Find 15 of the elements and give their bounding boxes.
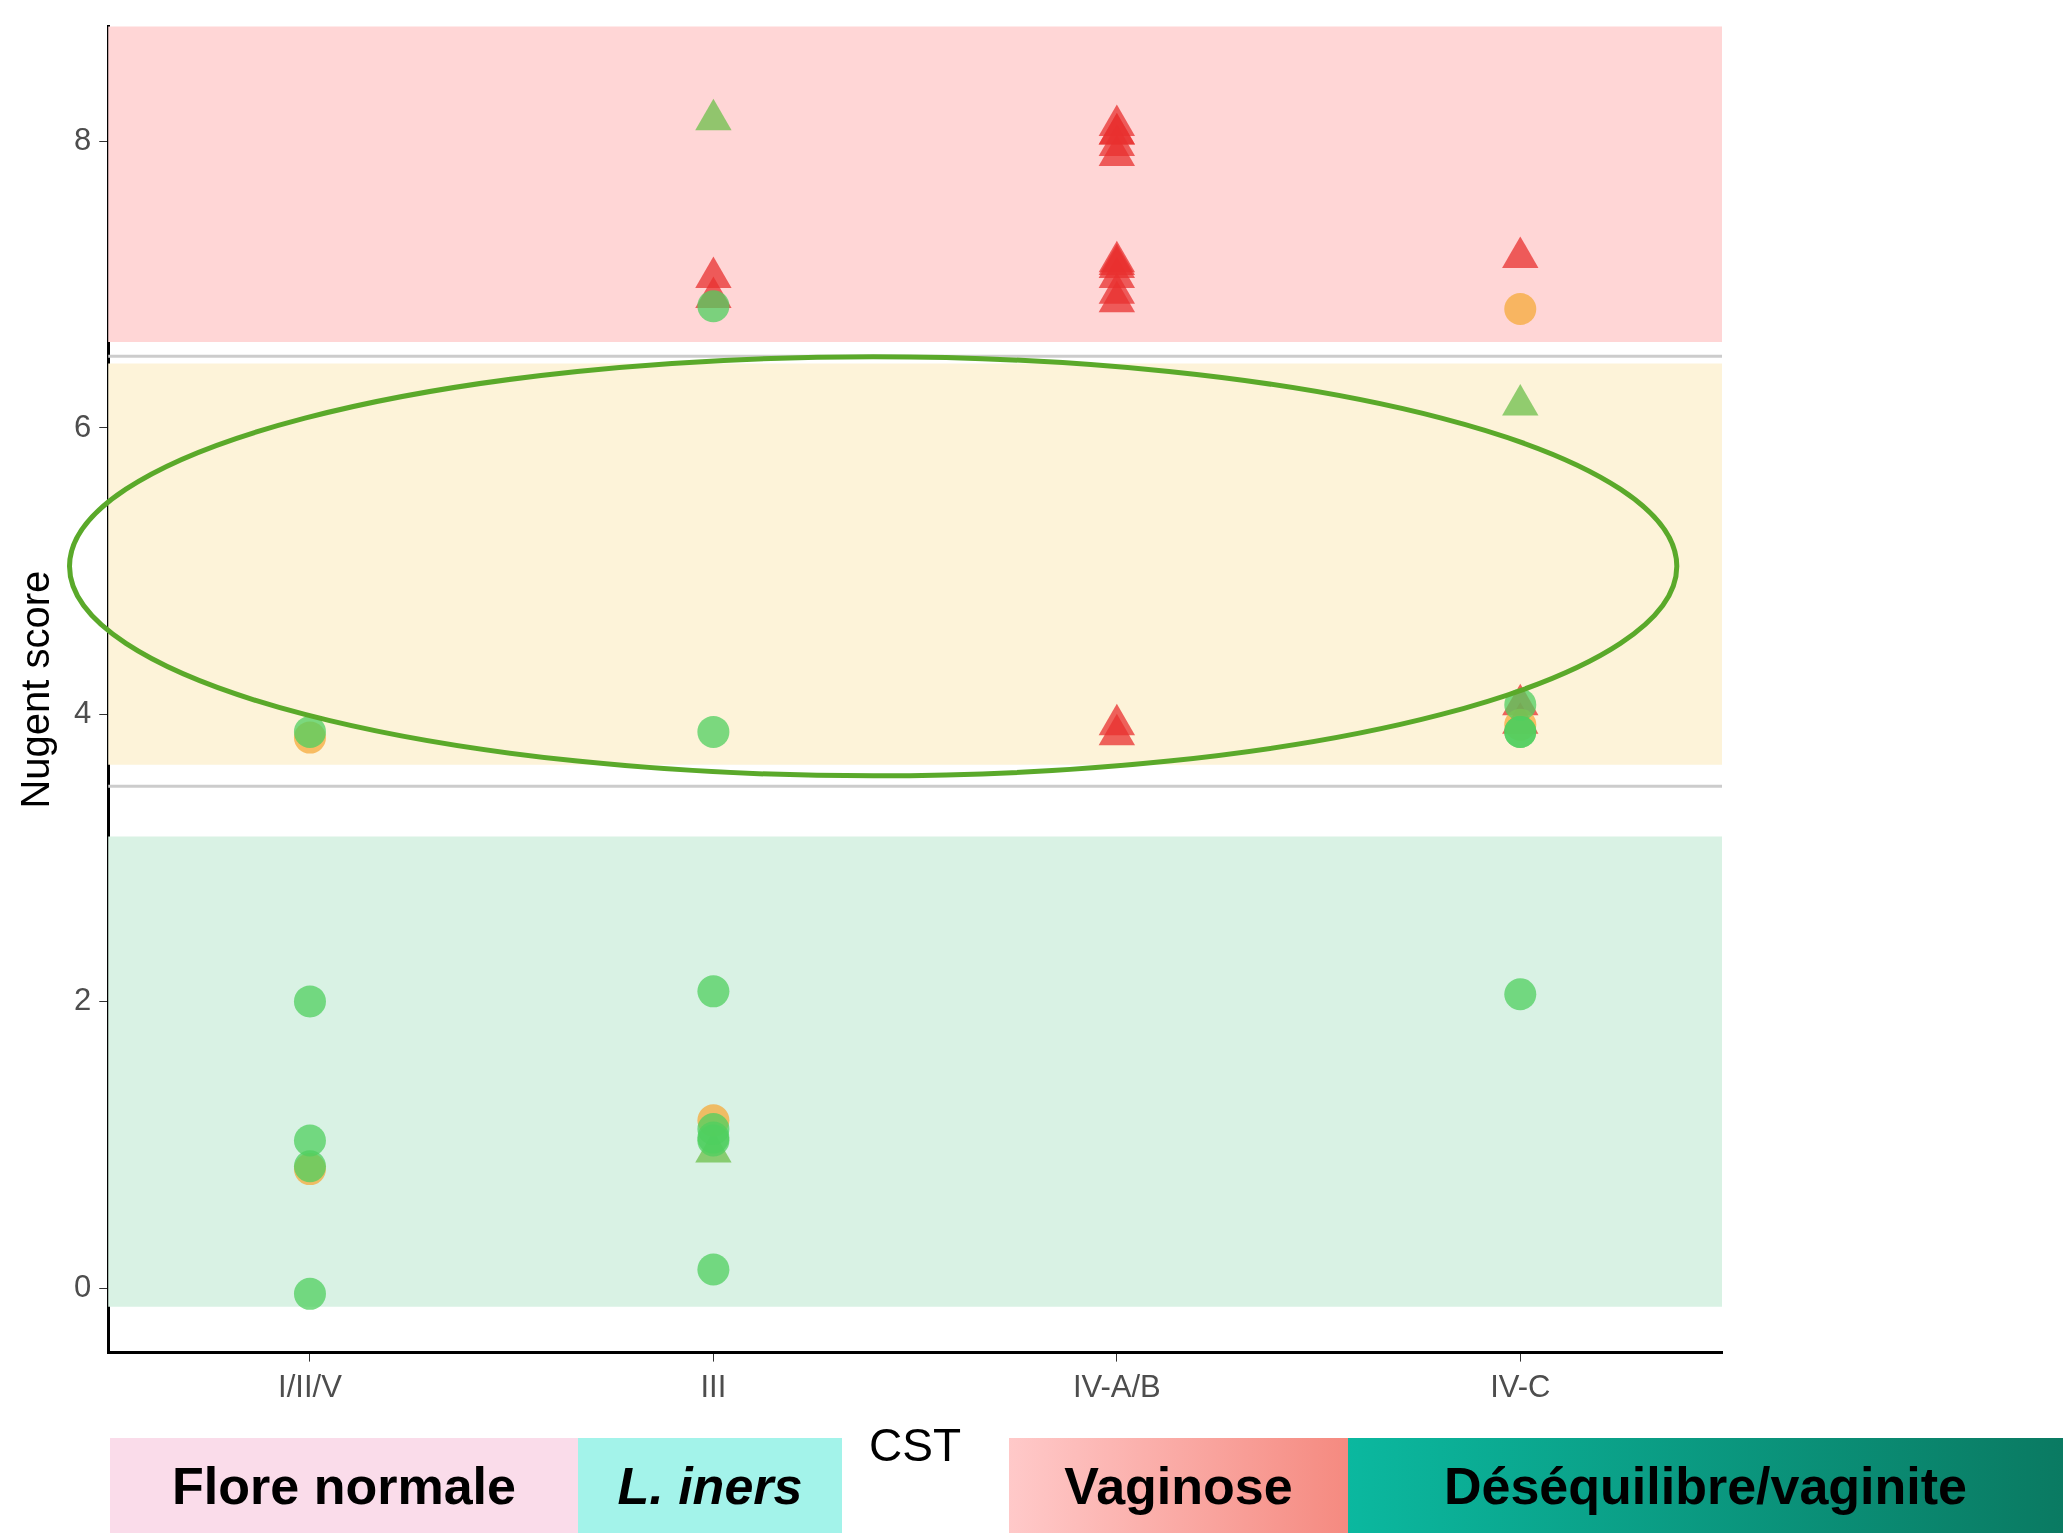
x-tick-label: IV-C bbox=[1490, 1368, 1551, 1404]
text: Déséquilibre/vaginite bbox=[1348, 1438, 2063, 1533]
x-tick-label: I/II/V bbox=[278, 1368, 343, 1404]
text: Flore normale bbox=[110, 1438, 578, 1533]
x-tick-label: III bbox=[700, 1368, 727, 1404]
y-tick-label: 4 bbox=[73, 695, 92, 731]
text: Vaginose bbox=[1009, 1438, 1348, 1533]
y-axis-title: Nugent score bbox=[13, 570, 58, 809]
y-tick-label: 2 bbox=[73, 981, 92, 1017]
x-tick-label: IV-A/B bbox=[1072, 1368, 1161, 1404]
y-tick-label: 8 bbox=[73, 121, 92, 157]
y-tick-label: 0 bbox=[73, 1268, 92, 1304]
y-tick-label: 6 bbox=[73, 408, 92, 444]
text: L. iners bbox=[578, 1438, 842, 1533]
x-axis-title: CST bbox=[869, 1419, 962, 1472]
